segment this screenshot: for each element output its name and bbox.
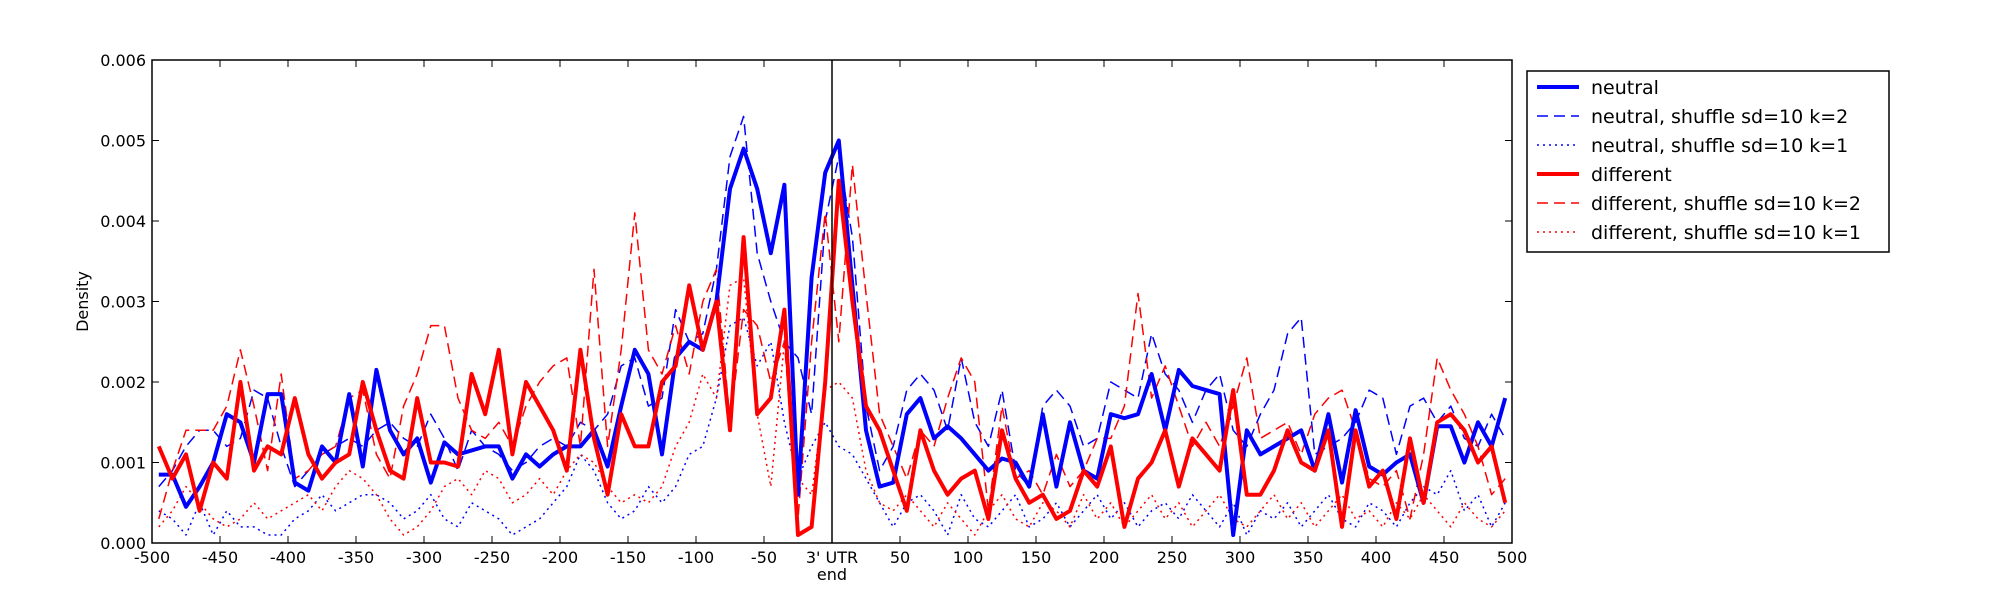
x-tick-label: 150 — [1021, 548, 1052, 567]
x-tick-label: 450 — [1429, 548, 1460, 567]
legend: neutral neutral, shuffle sd=10 k=2 neutral… — [1526, 70, 1890, 253]
y-tick-label: 0.004 — [100, 212, 146, 231]
y-tick-label: 0.001 — [100, 454, 146, 473]
y-tick-label: 0.005 — [100, 132, 146, 151]
x-tick-label: -250 — [474, 548, 510, 567]
x-tick-label: -450 — [202, 548, 238, 567]
series-line-3 — [158, 316, 1506, 536]
legend-label: neutral, shuffle sd=10 k=1 — [1591, 135, 1848, 157]
legend-label: different, shuffle sd=10 k=1 — [1591, 222, 1861, 244]
x-tick-label: 200 — [1089, 548, 1120, 567]
y-tick-label: 0.002 — [100, 373, 146, 392]
x-tick-label: 250 — [1157, 548, 1188, 567]
legend-label: different — [1591, 164, 1672, 186]
x-tick-label: -100 — [678, 548, 714, 567]
series-line-5 — [158, 163, 1506, 520]
y-axis-label: Density — [73, 271, 92, 332]
x-axis-ticks: -500 -450 -400 -350 -300 -250 -200 -150 -100 -50 3… — [134, 60, 1527, 567]
y-tick-label: 0.003 — [100, 293, 146, 312]
y-tick-label: 0.000 — [100, 534, 146, 553]
y-axis-ticks: 0.000 0.001 0.002 0.003 0.004 0.005 0.006 — [100, 51, 1512, 553]
legend-frame — [1526, 70, 1890, 253]
x-tick-label: -300 — [406, 548, 442, 567]
series-line-6 — [158, 276, 1506, 536]
x-tick-label: -150 — [610, 548, 646, 567]
x-tick-label: 3' UTR — [806, 548, 858, 567]
x-tick-label: 50 — [890, 548, 910, 567]
x-tick-label: -200 — [542, 548, 578, 567]
legend-label: neutral — [1591, 77, 1659, 99]
x-tick-label: -500 — [134, 548, 170, 567]
x-tick-label: 350 — [1293, 548, 1324, 567]
legend-label: neutral, shuffle sd=10 k=2 — [1591, 106, 1848, 128]
x-tick-label: -50 — [751, 548, 777, 567]
x-tick-label: 500 — [1497, 548, 1528, 567]
x-tick-label: 400 — [1361, 548, 1392, 567]
y-tick-label: 0.006 — [100, 51, 146, 70]
x-tick-label: -400 — [270, 548, 306, 567]
legend-label: different, shuffle sd=10 k=2 — [1591, 193, 1861, 215]
plot-area: -500 -450 -400 -350 -300 -250 -200 -150 -100 -50 3… — [100, 51, 1527, 567]
x-axis-label: end — [817, 565, 847, 584]
x-tick-label: 300 — [1225, 548, 1256, 567]
x-tick-label: 100 — [953, 548, 984, 567]
x-tick-label: -350 — [338, 548, 374, 567]
